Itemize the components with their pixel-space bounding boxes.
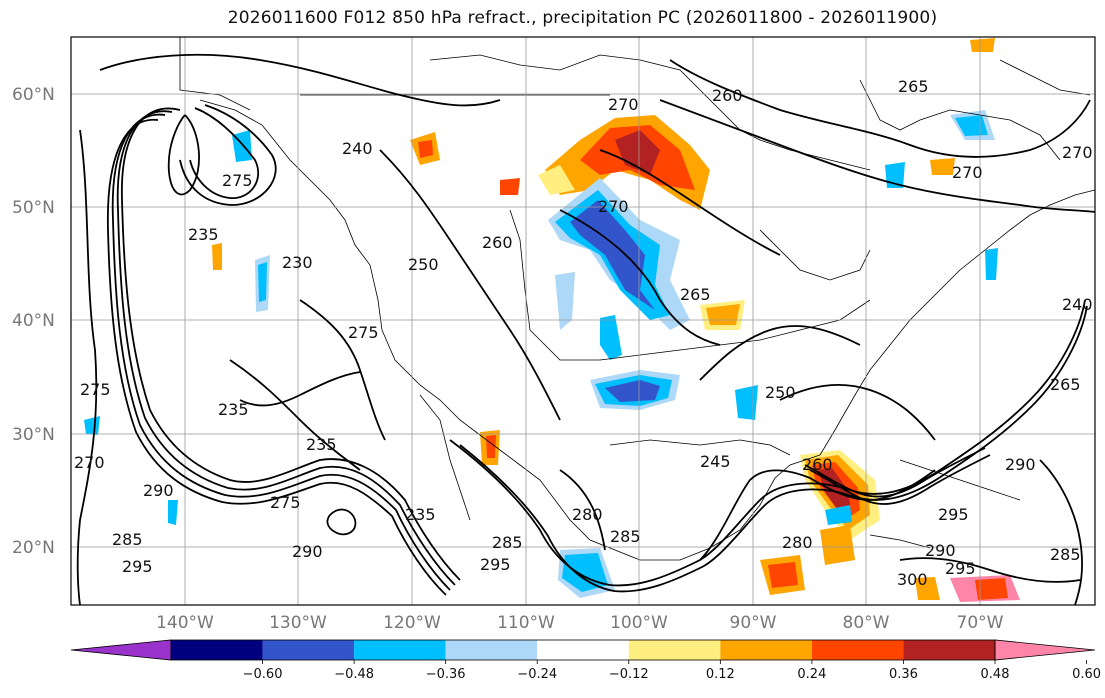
- colorbar-extend-high: [994, 639, 1096, 661]
- contour-label: 280: [572, 505, 603, 524]
- contour-label: 245: [700, 452, 731, 471]
- contour-label: 275: [222, 171, 253, 190]
- lon-label: 70°W: [957, 613, 1004, 633]
- graticule: [71, 37, 1095, 605]
- contour-label: 235: [405, 505, 436, 524]
- contour-label: 295: [480, 555, 511, 574]
- colorbar-label: −0.24: [517, 667, 557, 682]
- lon-label: 120°W: [383, 613, 441, 633]
- contour-label: 270: [608, 95, 639, 114]
- map-area: [71, 37, 1095, 605]
- colorbar-label: 0.36: [889, 667, 918, 682]
- lat-label: 30°N: [12, 425, 55, 445]
- colorbar-swatch: [720, 640, 812, 660]
- contour-label: 270: [74, 453, 105, 472]
- colorbar-border: [170, 639, 996, 661]
- contour-labels: 260 265 270 275 270 235 230 240 250 260 …: [74, 77, 1093, 589]
- contour-label: 285: [112, 530, 143, 549]
- colorbar-label: −0.36: [426, 667, 466, 682]
- colorbar-label: −0.48: [334, 667, 374, 682]
- colorbar-swatch: [903, 640, 995, 660]
- contour-label: 260: [482, 233, 513, 252]
- contour-label: 295: [945, 559, 976, 578]
- contour-label: 290: [292, 542, 323, 561]
- contour-label: 285: [492, 533, 523, 552]
- contour-label: 240: [1062, 295, 1093, 314]
- contour-label: 235: [188, 225, 219, 244]
- contour-label: 270: [952, 163, 983, 182]
- lon-label: 140°W: [156, 613, 214, 633]
- contour-label: 290: [143, 481, 174, 500]
- contour-label: 265: [680, 285, 711, 304]
- refractivity-contours: [76, 53, 1095, 605]
- lon-label: 130°W: [269, 613, 327, 633]
- contour-label: 275: [270, 493, 301, 512]
- contour-label: 230: [282, 253, 313, 272]
- contour-label: 235: [306, 435, 337, 454]
- contour-label: 240: [342, 139, 373, 158]
- lat-label: 40°N: [12, 311, 55, 331]
- contour-label: 280: [782, 533, 813, 552]
- colorbar-swatch: [445, 640, 538, 660]
- latitude-labels: 60°N 50°N 40°N 30°N 20°N: [12, 85, 55, 558]
- lon-label: 110°W: [497, 613, 555, 633]
- colorbar-swatch: [354, 640, 446, 660]
- colorbar-label: 0.12: [706, 667, 735, 682]
- colorbar-swatch: [262, 640, 355, 660]
- contour-label: 295: [122, 557, 153, 576]
- map-frame: [70, 36, 1096, 606]
- colorbar-swatch: [171, 640, 263, 660]
- contour-label: 235: [218, 400, 249, 419]
- lon-label: 100°W: [610, 613, 668, 633]
- colorbar-swatch: [628, 640, 721, 660]
- lat-label: 20°N: [12, 538, 55, 558]
- colorbar-label: 0.24: [797, 667, 826, 682]
- map-title: 2026011600 F012 850 hPa refract., precip…: [227, 8, 938, 28]
- contour-label: 265: [1050, 375, 1081, 394]
- lon-label: 90°W: [730, 613, 777, 633]
- colorbar-swatch: [537, 640, 629, 660]
- contour-label: 250: [408, 255, 439, 274]
- lat-label: 60°N: [12, 85, 55, 105]
- colorbar-label: 0.60: [1072, 667, 1101, 682]
- longitude-labels: 140°W 130°W 120°W 110°W 100°W 90°W 80°W …: [156, 613, 1004, 633]
- contour-label: 295: [938, 505, 969, 524]
- contour-label: 260: [712, 86, 743, 105]
- contour-label: 265: [898, 77, 929, 96]
- colorbar-label: 0.48: [981, 667, 1010, 682]
- colorbar-extend-low: [70, 639, 172, 661]
- contour-label: 275: [80, 380, 111, 399]
- lat-label: 50°N: [12, 198, 55, 218]
- contour-label: 270: [598, 197, 629, 216]
- colorbar: −0.60 −0.48 −0.36 −0.24 −0.12 0.12 0.24 0.36 0.4…: [70, 639, 1101, 682]
- colorbar-label: −0.60: [243, 667, 283, 682]
- contour-label: 250: [765, 383, 796, 402]
- contour-label: 270: [1062, 143, 1093, 162]
- contour-label: 300: [897, 570, 928, 589]
- colorbar-swatch: [811, 640, 904, 660]
- lon-label: 80°W: [843, 613, 890, 633]
- contour-label: 260: [802, 455, 833, 474]
- colorbar-label: −0.12: [609, 667, 649, 682]
- contour-label: 290: [925, 541, 956, 560]
- contour-label: 285: [1050, 545, 1081, 564]
- contour-label: 290: [1005, 455, 1036, 474]
- contour-label: 285: [610, 527, 641, 546]
- contour-label: 275: [348, 323, 379, 342]
